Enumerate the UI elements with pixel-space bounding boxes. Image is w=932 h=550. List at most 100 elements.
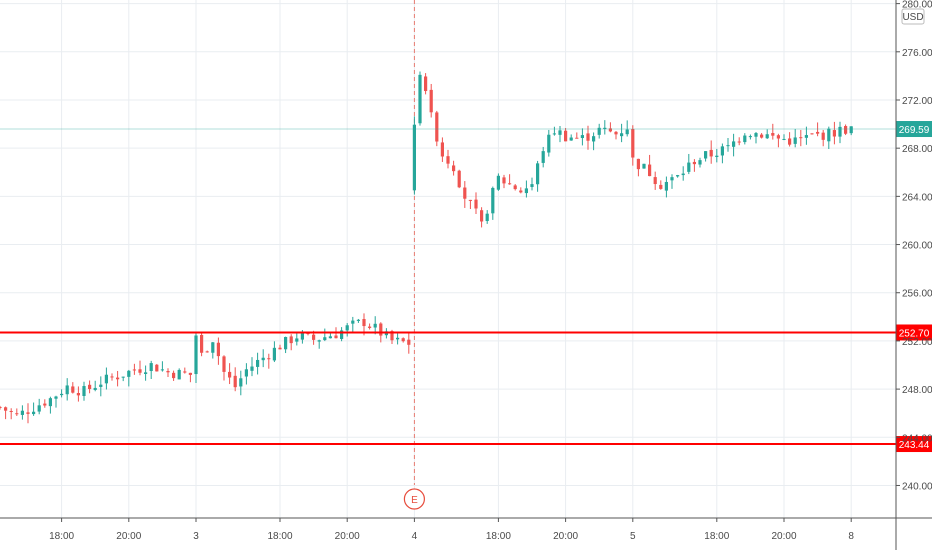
candle[interactable] xyxy=(519,187,523,194)
candle[interactable] xyxy=(496,173,500,191)
candle[interactable] xyxy=(687,153,691,175)
candle[interactable] xyxy=(592,132,596,151)
candle[interactable] xyxy=(15,408,19,416)
candle[interactable] xyxy=(20,405,24,420)
candle[interactable] xyxy=(536,160,540,192)
candle[interactable] xyxy=(558,125,562,143)
candle[interactable] xyxy=(183,367,187,374)
candle[interactable] xyxy=(244,363,248,385)
candle[interactable] xyxy=(575,132,579,139)
candle[interactable] xyxy=(32,402,36,416)
candle[interactable] xyxy=(340,327,344,342)
candle[interactable] xyxy=(160,361,164,372)
candle[interactable] xyxy=(60,389,64,398)
candle[interactable] xyxy=(692,159,696,172)
candle[interactable] xyxy=(132,363,136,375)
candle[interactable] xyxy=(228,363,232,385)
candle[interactable] xyxy=(356,318,360,323)
candle[interactable] xyxy=(709,140,713,164)
candle[interactable] xyxy=(844,124,848,136)
candle[interactable] xyxy=(547,129,551,157)
candle[interactable] xyxy=(793,129,797,148)
candle[interactable] xyxy=(748,134,752,140)
candle[interactable] xyxy=(508,174,512,185)
candle[interactable] xyxy=(776,133,780,148)
candle[interactable] xyxy=(485,210,489,224)
candle[interactable] xyxy=(412,116,416,195)
candle[interactable] xyxy=(261,349,265,368)
candle[interactable] xyxy=(440,137,444,162)
candle[interactable] xyxy=(681,166,685,181)
candle[interactable] xyxy=(513,184,517,191)
candles[interactable] xyxy=(0,71,853,424)
candle[interactable] xyxy=(564,128,568,142)
candle[interactable] xyxy=(88,380,92,394)
candle[interactable] xyxy=(530,177,534,191)
candle[interactable] xyxy=(625,120,629,137)
candle[interactable] xyxy=(272,341,276,363)
candle[interactable] xyxy=(491,186,495,220)
candle[interactable] xyxy=(26,403,30,424)
candle[interactable] xyxy=(636,158,640,177)
candle[interactable] xyxy=(552,126,556,136)
candle[interactable] xyxy=(653,171,657,190)
candle[interactable] xyxy=(401,337,405,343)
currency-unit[interactable]: USD xyxy=(901,8,925,25)
candle[interactable] xyxy=(676,174,680,178)
candle[interactable] xyxy=(468,199,472,209)
candle[interactable] xyxy=(608,122,612,133)
candle[interactable] xyxy=(670,174,674,189)
candle[interactable] xyxy=(435,110,439,147)
candle[interactable] xyxy=(838,121,842,144)
candle[interactable] xyxy=(664,176,668,198)
candle[interactable] xyxy=(155,363,159,372)
candle[interactable] xyxy=(446,149,450,169)
candle[interactable] xyxy=(418,71,422,126)
candle[interactable] xyxy=(278,344,282,350)
candle[interactable] xyxy=(323,328,327,342)
candle[interactable] xyxy=(222,355,226,381)
candle[interactable] xyxy=(396,332,400,345)
earnings-event-marker[interactable]: E xyxy=(403,488,425,510)
candle[interactable] xyxy=(804,126,808,145)
candle[interactable] xyxy=(76,386,80,402)
candle[interactable] xyxy=(284,336,288,354)
candle[interactable] xyxy=(832,121,836,145)
candle[interactable] xyxy=(620,123,624,143)
candle[interactable] xyxy=(810,133,814,135)
candle[interactable] xyxy=(43,399,47,408)
candle[interactable] xyxy=(121,376,125,382)
candle[interactable] xyxy=(816,122,820,137)
candle[interactable] xyxy=(144,365,148,381)
candle[interactable] xyxy=(474,192,478,214)
candle[interactable] xyxy=(743,133,747,145)
candle[interactable] xyxy=(368,323,372,330)
candle[interactable] xyxy=(93,380,97,392)
candle[interactable] xyxy=(502,174,506,189)
candle[interactable] xyxy=(82,381,86,401)
horizontal-levels[interactable]: 269.59 252.70 243.44 xyxy=(0,121,932,453)
candle[interactable] xyxy=(597,123,601,139)
candle[interactable] xyxy=(138,360,142,376)
candle[interactable] xyxy=(0,405,2,410)
candle[interactable] xyxy=(760,133,764,139)
candle[interactable] xyxy=(754,132,758,144)
candle[interactable] xyxy=(659,180,663,190)
candle[interactable] xyxy=(289,334,293,351)
candle[interactable] xyxy=(188,372,192,383)
candle[interactable] xyxy=(4,406,8,420)
candle[interactable] xyxy=(424,73,428,95)
candle[interactable] xyxy=(782,134,786,141)
candle[interactable] xyxy=(54,395,58,408)
candle[interactable] xyxy=(765,129,769,139)
candle[interactable] xyxy=(71,382,75,394)
candle[interactable] xyxy=(127,369,131,387)
candle[interactable] xyxy=(720,143,724,164)
candle[interactable] xyxy=(524,180,528,198)
candle[interactable] xyxy=(267,353,271,369)
candle[interactable] xyxy=(788,132,792,147)
candle[interactable] xyxy=(166,368,170,378)
candle[interactable] xyxy=(614,130,618,140)
candle[interactable] xyxy=(463,181,467,208)
